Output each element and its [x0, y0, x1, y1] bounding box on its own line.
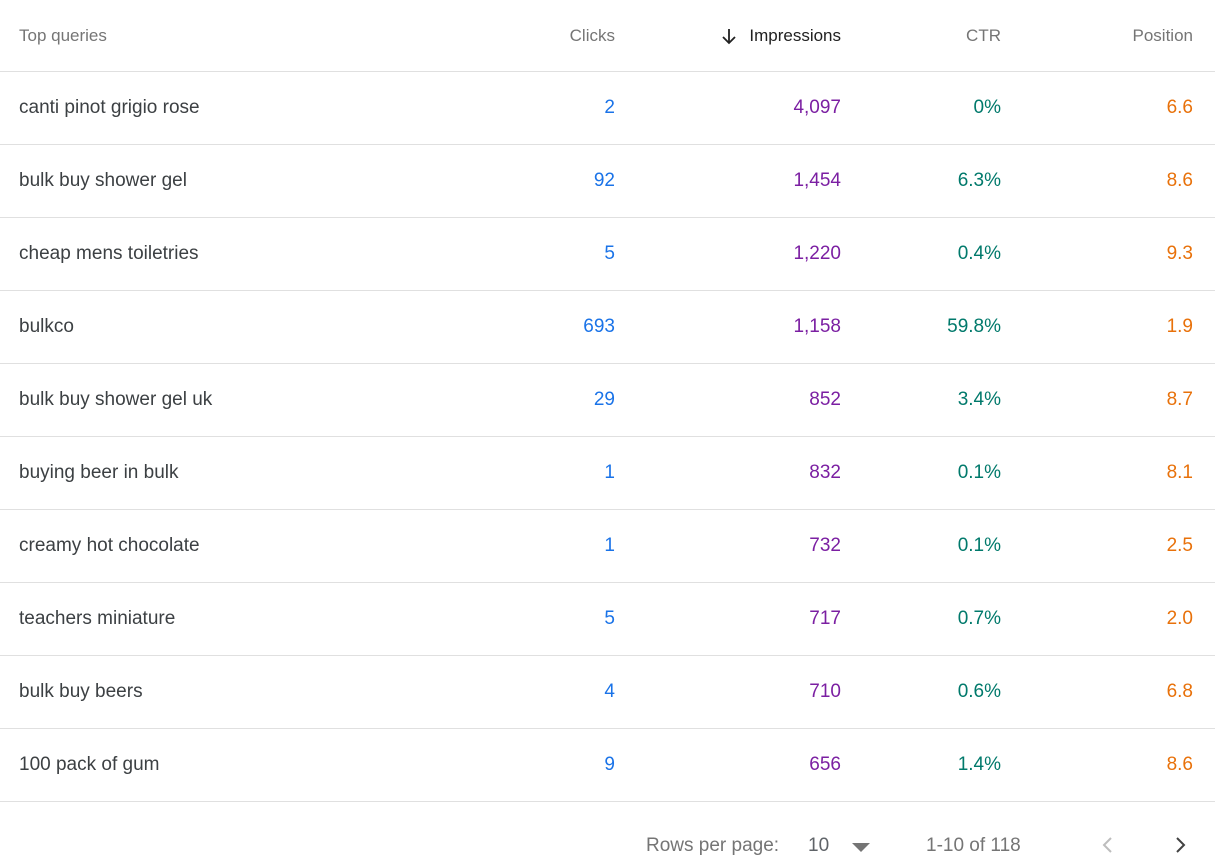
clicks-cell: 4: [604, 681, 615, 702]
table-row[interactable]: teachers miniature 5 717 0.7% 2.0: [0, 583, 1215, 656]
ctr-cell: 0.4%: [957, 243, 1001, 264]
query-cell: teachers miniature: [19, 608, 176, 629]
query-cell: cheap mens toiletries: [19, 243, 199, 264]
query-cell: canti pinot grigio rose: [19, 97, 200, 118]
table-pagination: Rows per page: 10 1-10 of 118: [0, 803, 1215, 862]
ctr-cell: 0.7%: [957, 608, 1001, 629]
chevron-right-icon: [1176, 837, 1186, 853]
table-row[interactable]: cheap mens toiletries 5 1,220 0.4% 9.3: [0, 218, 1215, 291]
arrow-drop-down-icon: [852, 842, 870, 852]
position-cell: 2.0: [1166, 608, 1193, 629]
position-cell: 2.5: [1166, 535, 1193, 556]
position-cell: 6.6: [1166, 97, 1193, 118]
table-row[interactable]: 100 pack of gum 9 656 1.4% 8.6: [0, 729, 1215, 802]
table-row[interactable]: buying beer in bulk 1 832 0.1% 8.1: [0, 437, 1215, 510]
position-cell: 8.6: [1166, 170, 1193, 191]
clicks-cell: 5: [604, 608, 615, 629]
table-row[interactable]: bulk buy shower gel uk 29 852 3.4% 8.7: [0, 364, 1215, 437]
table-row[interactable]: bulk buy beers 4 710 0.6% 6.8: [0, 656, 1215, 729]
impressions-cell: 710: [809, 681, 841, 702]
ctr-cell: 0%: [973, 97, 1001, 118]
position-cell: 8.6: [1166, 754, 1193, 775]
column-header-impressions-label: Impressions: [749, 25, 841, 45]
table-body: canti pinot grigio rose 2 4,097 0% 6.6 bulk b…: [0, 72, 1215, 802]
top-queries-table: Top queries Clicks Impressions CTR Posit…: [0, 0, 1215, 802]
position-cell: 8.7: [1166, 389, 1193, 410]
impressions-cell: 717: [809, 608, 841, 629]
query-cell: bulk buy shower gel uk: [19, 389, 213, 410]
ctr-cell: 3.4%: [957, 389, 1001, 410]
clicks-cell: 29: [593, 389, 615, 410]
clicks-cell: 1: [604, 462, 615, 483]
query-cell: bulk buy beers: [19, 681, 143, 702]
impressions-cell: 852: [809, 389, 841, 410]
position-cell: 6.8: [1166, 681, 1193, 702]
arrow-downward-icon: [722, 28, 736, 44]
column-header-query[interactable]: Top queries: [19, 25, 107, 45]
rows-per-page-value: 10: [808, 835, 830, 856]
clicks-cell: 1: [604, 535, 615, 556]
position-cell: 9.3: [1166, 243, 1193, 264]
chevron-left-icon: [1102, 837, 1112, 853]
impressions-cell: 1,454: [793, 170, 841, 191]
position-cell: 1.9: [1166, 316, 1193, 337]
rows-per-page-select[interactable]: 10: [808, 835, 870, 857]
table-row[interactable]: bulk buy shower gel 92 1,454 6.3% 8.6: [0, 145, 1215, 218]
next-page-button[interactable]: [1166, 831, 1194, 859]
ctr-cell: 1.4%: [957, 754, 1001, 775]
ctr-cell: 0.6%: [957, 681, 1001, 702]
clicks-cell: 693: [583, 316, 615, 337]
table-row[interactable]: creamy hot chocolate 1 732 0.1% 2.5: [0, 510, 1215, 583]
position-cell: 8.1: [1166, 462, 1193, 483]
impressions-cell: 832: [809, 462, 841, 483]
pagination-range: 1-10 of 118: [926, 835, 1021, 856]
ctr-cell: 0.1%: [957, 462, 1001, 483]
rows-per-page-label: Rows per page:: [646, 835, 780, 856]
clicks-cell: 92: [593, 170, 615, 191]
query-cell: 100 pack of gum: [19, 754, 160, 775]
column-header-ctr[interactable]: CTR: [966, 25, 1001, 45]
impressions-cell: 656: [809, 754, 841, 775]
table-row[interactable]: canti pinot grigio rose 2 4,097 0% 6.6: [0, 72, 1215, 145]
impressions-cell: 4,097: [793, 97, 841, 118]
query-cell: buying beer in bulk: [19, 462, 179, 483]
query-cell: bulk buy shower gel: [19, 170, 187, 191]
query-cell: bulkco: [19, 316, 74, 337]
ctr-cell: 6.3%: [957, 170, 1001, 191]
clicks-cell: 5: [604, 243, 615, 264]
impressions-cell: 732: [809, 535, 841, 556]
ctr-cell: 59.8%: [947, 316, 1001, 337]
column-header-clicks[interactable]: Clicks: [569, 25, 615, 45]
impressions-cell: 1,220: [793, 243, 841, 264]
clicks-cell: 2: [604, 97, 615, 118]
impressions-cell: 1,158: [793, 316, 841, 337]
clicks-cell: 9: [604, 754, 615, 775]
previous-page-button[interactable]: [1094, 831, 1122, 859]
column-header-impressions[interactable]: Impressions: [615, 26, 841, 46]
table-row[interactable]: bulkco 693 1,158 59.8% 1.9: [0, 291, 1215, 364]
table-header: Top queries Clicks Impressions CTR Posit…: [0, 0, 1215, 72]
ctr-cell: 0.1%: [957, 535, 1001, 556]
column-header-position[interactable]: Position: [1132, 25, 1193, 45]
query-cell: creamy hot chocolate: [19, 535, 200, 556]
